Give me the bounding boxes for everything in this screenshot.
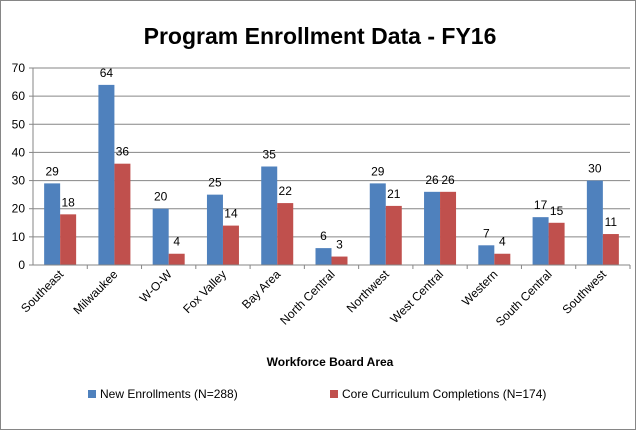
data-label: 26 [441, 173, 455, 187]
legend-label: Core Curriculum Completions (N=174) [342, 387, 546, 401]
bar [315, 248, 332, 265]
bar [60, 214, 77, 265]
y-tick-label: 20 [12, 202, 26, 216]
data-label: 22 [279, 184, 293, 198]
bar [602, 234, 619, 265]
y-tick-label: 30 [12, 174, 26, 188]
y-tick-label: 50 [12, 117, 26, 131]
bar [222, 225, 239, 265]
data-label: 64 [100, 66, 114, 80]
data-label: 21 [387, 187, 401, 201]
data-label: 18 [61, 195, 75, 209]
bar [114, 163, 131, 265]
bar [532, 217, 549, 265]
bar [206, 194, 223, 265]
bar [152, 208, 169, 265]
data-label: 20 [154, 190, 168, 204]
y-tick-label: 70 [12, 61, 26, 75]
data-label: 15 [550, 204, 564, 218]
legend-swatch [88, 390, 96, 398]
bar [98, 84, 115, 265]
data-label: 26 [425, 173, 439, 187]
legend-label: New Enrollments (N=288) [100, 387, 238, 401]
data-label: 35 [263, 148, 277, 162]
data-label: 17 [534, 198, 548, 212]
bar [277, 203, 294, 265]
bar [494, 253, 511, 265]
bar [168, 253, 185, 265]
x-axis-title: Workforce Board Area [267, 355, 394, 369]
data-label: 29 [45, 164, 59, 178]
bar [424, 191, 441, 265]
data-label: 29 [371, 164, 385, 178]
bar [548, 222, 565, 265]
data-label: 4 [173, 235, 180, 249]
bar [331, 256, 348, 265]
y-tick-label: 10 [12, 230, 26, 244]
y-tick-label: 0 [18, 258, 25, 272]
chart-title: Program Enrollment Data - FY16 [144, 23, 497, 49]
data-label: 11 [605, 215, 618, 229]
y-tick-label: 40 [12, 145, 26, 159]
bar [478, 245, 495, 265]
bar [440, 191, 457, 265]
data-label: 25 [208, 176, 222, 190]
data-label: 3 [336, 238, 343, 252]
bar [369, 183, 386, 265]
bar [586, 180, 603, 265]
data-label: 30 [588, 162, 602, 176]
data-label: 14 [224, 207, 238, 221]
y-tick-label: 60 [12, 89, 26, 103]
bar [44, 183, 61, 265]
data-label: 7 [483, 226, 490, 240]
data-label: 4 [499, 235, 506, 249]
data-label: 36 [116, 145, 130, 159]
data-label: 6 [320, 229, 327, 243]
bar [385, 205, 402, 265]
bar [261, 166, 278, 265]
legend-swatch [330, 390, 338, 398]
